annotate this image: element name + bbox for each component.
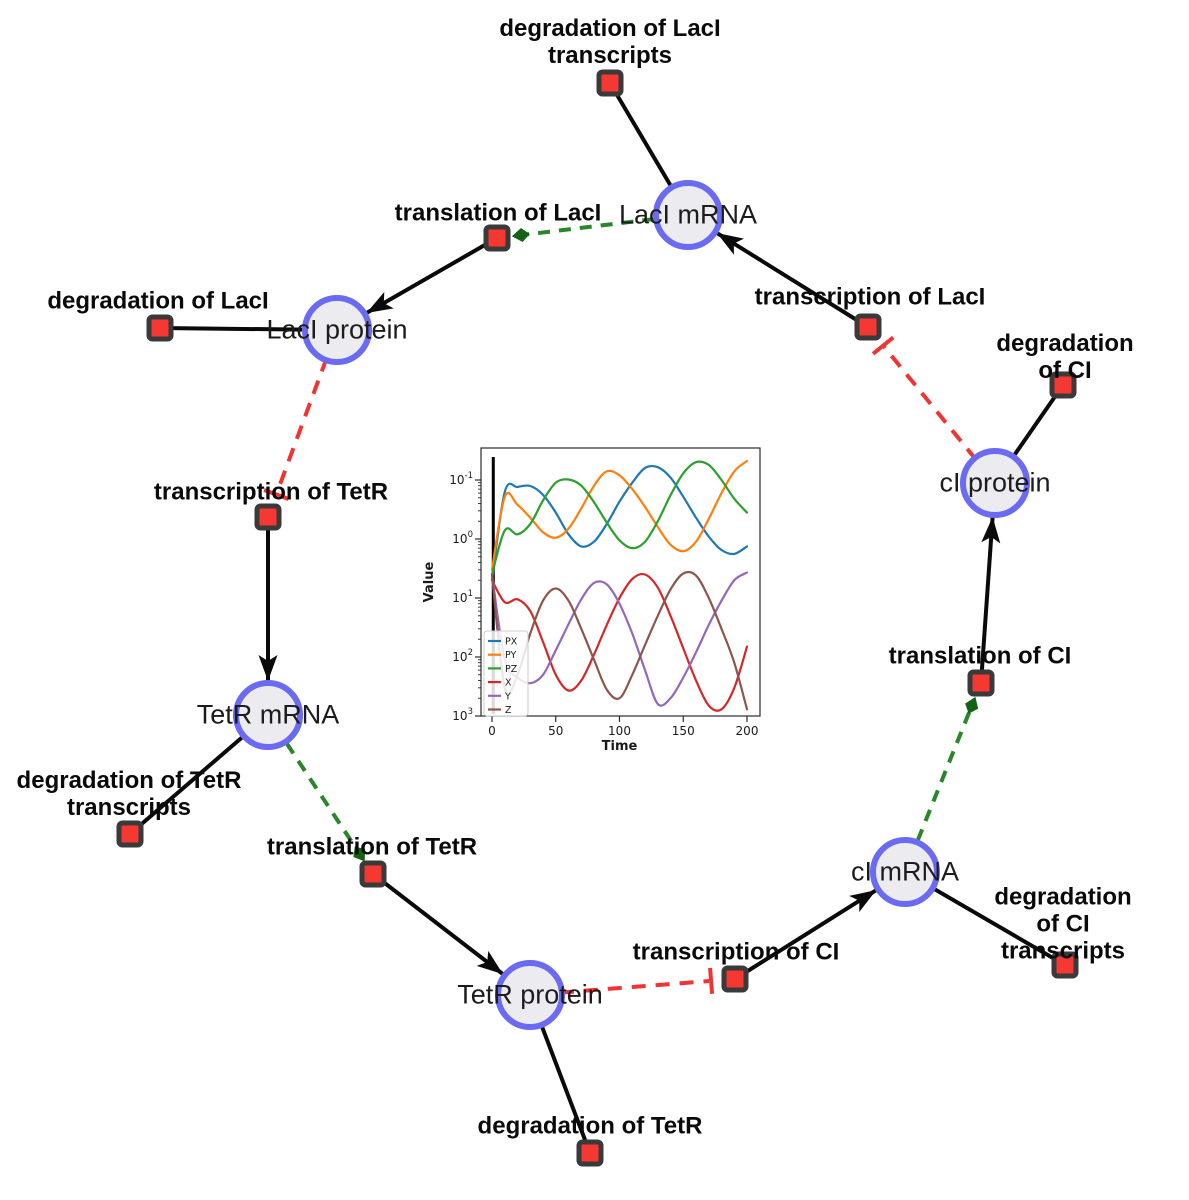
reaction-node-deg_ci_tx: [1051, 951, 1079, 979]
edge-laci_mrna-transl_laci-modifier: [511, 217, 655, 242]
svg-text:101: 101: [452, 589, 473, 605]
species-label-tetr_mrna: TetR mRNA: [196, 699, 340, 730]
svg-text:102: 102: [452, 648, 473, 664]
svg-text:103: 103: [452, 707, 473, 723]
svg-text:150: 150: [672, 724, 695, 738]
chart-legend: PX PY PZ XYZ: [483, 630, 529, 717]
reaction-label-deg_tetr_tx: degradation of TetR transcripts: [16, 767, 242, 821]
species-node-ci_protein: [960, 448, 1030, 518]
legend-entry-PX: PX: [505, 637, 518, 648]
series-PX: [490, 464, 749, 582]
reaction-node-txn_ci: [721, 965, 749, 993]
svg-text:0: 0: [488, 724, 496, 738]
series-X: [490, 572, 749, 712]
legend-entry-X: X: [505, 678, 512, 689]
reaction-label-deg_ci_tx: degradation of CI transcripts: [994, 883, 1132, 965]
reaction-label-deg_laci_tx: degradation of LacI transcripts: [499, 15, 721, 69]
reaction-label-txn_ci: transcription of CI: [632, 938, 840, 966]
edge-tetr_mrna-transl_tetr-modifier: [285, 742, 366, 862]
species-label-laci_mrna: LacI mRNA: [618, 199, 758, 230]
series-Z: [490, 570, 749, 711]
edge-tetr_protein-txn_ci-inhibition: [559, 967, 715, 995]
species-node-tetr_mrna: [233, 680, 303, 750]
species-node-laci_mrna: [653, 180, 723, 250]
svg-text:10-1: 10-1: [449, 471, 473, 487]
edge-ci_protein-txn_laci-inhibition: [871, 335, 978, 461]
x-axis-ticks: 0 50 100 150 200: [488, 716, 758, 738]
reaction-node-transl_tetr: [359, 860, 387, 888]
series-Y: [490, 571, 749, 707]
species-node-tetr_protein: [495, 960, 565, 1030]
series-PZ: [490, 460, 749, 576]
species-label-ci_mrna: cI mRNA: [851, 856, 959, 887]
svg-text:100: 100: [452, 530, 473, 546]
edge-txn_ci-ci_mrna-production: [733, 883, 886, 981]
reaction-label-deg_laci: degradation of LacI: [47, 287, 269, 315]
svg-text:50: 50: [548, 724, 563, 738]
legend-entry-PZ: PZ: [505, 664, 518, 675]
reaction-node-deg_laci: [146, 314, 174, 342]
reaction-label-transl_ci: translation of CI: [888, 642, 1072, 670]
edge-transl_ci-ci_protein-production: [979, 506, 1001, 684]
legend-entry-Y: Y: [504, 691, 511, 702]
reaction-node-txn_laci: [854, 313, 882, 341]
reaction-label-deg_tetr: degradation of TetR: [477, 1112, 703, 1140]
reaction-node-transl_laci: [483, 224, 511, 252]
edge-ci_mrna-transl_ci-modifier: [915, 696, 979, 842]
reaction-node-txn_tetr: [254, 503, 282, 531]
x-axis-label: Time: [602, 739, 638, 754]
species-node-laci_protein: [302, 295, 372, 365]
reaction-label-transl_laci: translation of LacI: [394, 199, 602, 227]
y-axis-label: Value: [422, 561, 437, 602]
species-node-ci_mrna: [870, 837, 940, 907]
edge-txn_tetr-tetr_mrna-production: [258, 517, 278, 691]
reaction-node-transl_ci: [967, 669, 995, 697]
reaction-label-txn_tetr: transcription of TetR: [153, 478, 389, 506]
edge-txn_laci-laci_mrna-production: [707, 225, 870, 329]
reaction-label-deg_ci: degradation of CI: [996, 330, 1134, 384]
reaction-node-deg_tetr_tx: [116, 820, 144, 848]
reaction-node-deg_ci: [1049, 371, 1077, 399]
reaction-node-deg_laci_tx: [596, 69, 624, 97]
species-label-tetr_protein: TetR protein: [457, 979, 603, 1010]
species-label-laci_protein: LacI protein: [266, 314, 408, 345]
species-label-ci_protein: cI protein: [939, 467, 1051, 498]
edge-transl_tetr-tetr_protein-production: [371, 872, 513, 982]
chart-series-curves: [490, 459, 749, 712]
reaction-label-transl_tetr: translation of TetR: [266, 833, 478, 861]
reaction-label-txn_laci: transcription of LacI: [754, 283, 986, 311]
edge-laci_protein-txn_tetr-inhibition: [263, 357, 329, 501]
edge-transl_laci-laci_protein-production: [356, 236, 498, 320]
svg-text:100: 100: [608, 724, 631, 738]
svg-text:200: 200: [736, 724, 759, 738]
legend-entry-Z: Z: [505, 705, 512, 716]
legend-entry-PY: PY: [505, 650, 517, 661]
y-axis-ticks: 103 102 101 100 10-1: [449, 471, 481, 723]
reaction-node-deg_tetr: [576, 1139, 604, 1167]
